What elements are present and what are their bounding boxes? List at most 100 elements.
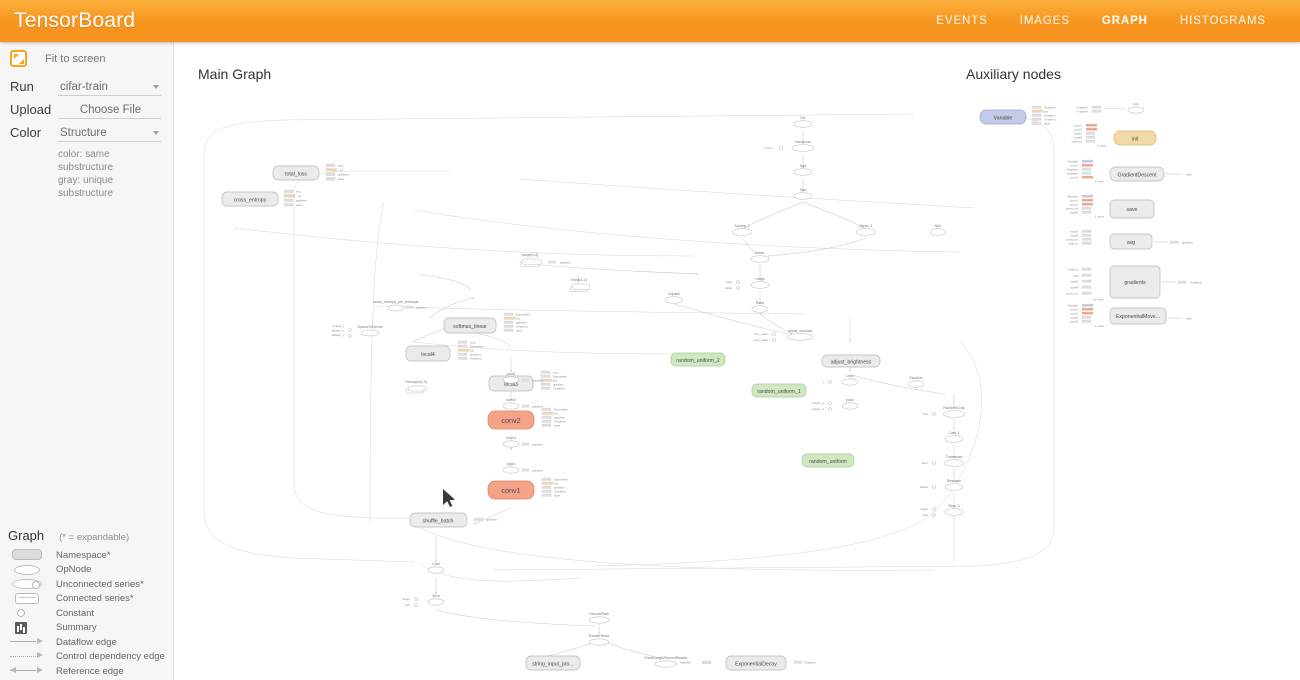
op-random[interactable]: Random <box>907 376 925 388</box>
node-string-input-producer[interactable]: string_input_pro... <box>525 655 581 671</box>
op-square[interactable]: Square <box>664 292 684 304</box>
svg-text:Maximum: Maximum <box>795 140 811 144</box>
svg-text:init: init <box>554 481 558 485</box>
svg-text:cross_entropy_per_example: cross_entropy_per_example <box>373 300 418 304</box>
op-transpose[interactable]: Transpose perm <box>921 455 965 467</box>
svg-text:random_uniform_1: random_uniform_1 <box>757 389 801 395</box>
op-reshape[interactable]: Reshape shape <box>920 479 964 491</box>
node-total-loss[interactable]: total_loss img cd gradient save <box>272 163 349 181</box>
fit-to-screen-row[interactable]: Fit to screen <box>0 42 173 73</box>
graph-auxiliary-nodes[interactable]: Variable Gradient... init Gradient... Gr… <box>979 102 1202 328</box>
svg-text:random_uniform: random_uniform <box>809 459 847 465</box>
aux-node-gradient-descent[interactable]: GradientDescent Variable conv1 Gradient … <box>1066 159 1192 183</box>
op-fixed-length-record-reader[interactable]: FixedLengthRecordReader <box>644 656 688 668</box>
op-pool2[interactable]: pool2 gradient <box>502 372 543 384</box>
op-norm1[interactable]: norm1 gradient <box>502 436 543 448</box>
run-select[interactable]: cifar-train <box>58 78 161 96</box>
op-equal[interactable]: Less y <box>823 374 859 386</box>
svg-text:Div: Div <box>800 116 805 120</box>
svg-text:cd: cd <box>298 194 302 198</box>
svg-text:cd: cd <box>340 168 344 172</box>
legend-label: Unconnected series* <box>56 578 144 590</box>
choose-file-button[interactable]: Choose File <box>58 101 161 119</box>
op-rank-series[interactable]: Rank[1-2] <box>569 278 591 292</box>
node-random-uniform-1[interactable]: random_uniform_1 <box>751 383 807 398</box>
aux-node-save[interactable]: save Variable conv1 conv2 cross_en local… <box>1066 194 1155 219</box>
graph-main-nodes[interactable]: total_loss img cd gradient save cross_en… <box>221 163 881 671</box>
op-decode-raw[interactable]: DecodeRaw <box>588 612 610 624</box>
op-sub[interactable]: Sub <box>793 188 813 200</box>
op-slice-1[interactable]: Slice_1 begin size <box>921 504 964 517</box>
node-conv1[interactable]: conv1 Equivalent init gradient Gradient … <box>487 477 568 500</box>
op-sparse-to-dense[interactable]: SparseToDense output_s sparse_v default_… <box>332 324 383 338</box>
aux-node-exponential-moving-average[interactable]: ExponentialMove... Variable conv1 conv2 … <box>1067 303 1192 328</box>
svg-text:GradientDescent: GradientDescent <box>1118 173 1157 179</box>
svg-text:train: train <box>1186 317 1192 321</box>
svg-text:gradient: gradient <box>1067 171 1078 175</box>
color-select[interactable]: Structure <box>58 124 161 142</box>
svg-text:conv2: conv2 <box>1070 175 1078 179</box>
svg-text:local4: local4 <box>1074 135 1082 139</box>
node-random-uniform-2[interactable]: random_uniform_2 <box>670 352 726 367</box>
op-div[interactable]: Div <box>793 116 813 128</box>
op-cross-entropy-per-example[interactable]: cross_entropy_per_example gradient <box>373 300 427 312</box>
op-cast-1[interactable]: Cast_1 <box>944 431 964 443</box>
aux-node-variable[interactable]: Variable Gradient... init Gradient... Gr… <box>979 105 1058 125</box>
tab-graph[interactable]: GRAPH <box>1101 15 1148 27</box>
op-mean-1[interactable]: Mean_1 <box>855 224 877 236</box>
svg-text:local3: local3 <box>1070 315 1078 319</box>
svg-text:init: init <box>516 316 520 320</box>
aux-cluster-train[interactable]: train Gradient Gradient <box>1076 102 1145 114</box>
op-range-series[interactable]: range[1-3] gradient <box>519 253 571 267</box>
fit-to-screen-icon[interactable] <box>10 50 27 67</box>
run-row: Run cifar-train <box>0 76 173 96</box>
op-norm2[interactable]: norm2 gradient <box>502 398 543 410</box>
op-sqrt[interactable]: Sqrt <box>793 164 813 176</box>
run-label: Run <box>10 79 34 94</box>
tab-histograms[interactable]: HISTOGRAMS <box>1179 15 1266 27</box>
node-exponential-decay[interactable]: ExponentialDecay Variable Gradient <box>680 655 816 671</box>
op-mean[interactable]: Mean <box>750 251 770 263</box>
node-local4[interactable]: local4 img Equivalent init gradient Grad… <box>405 340 484 362</box>
node-random-uniform[interactable]: random_uniform <box>801 453 855 468</box>
op-random-crop[interactable]: RandomCrop size <box>923 406 966 418</box>
node-shuffle-batch[interactable]: shuffle_batch gradient <box>409 512 497 528</box>
tab-images[interactable]: IMAGES <box>1019 15 1070 27</box>
svg-text:train: train <box>1133 102 1139 106</box>
svg-text:Mean: Mean <box>756 251 765 255</box>
tab-events[interactable]: EVENTS <box>936 15 988 27</box>
op-range[interactable]: range start delta <box>725 277 770 290</box>
nav-tabs: EVENTS IMAGES GRAPH HISTOGRAMS <box>920 0 1282 42</box>
graph-svg[interactable]: total_loss img cd gradient save cross_en… <box>174 42 1300 680</box>
op-pool1[interactable]: pool1 gradient <box>502 462 543 474</box>
graph-canvas[interactable]: Main Graph Auxiliary nodes <box>174 42 1300 680</box>
aux-node-avg[interactable]: avg local3 local4 cross_en total_lo grad… <box>1066 229 1193 250</box>
op-reshape-series[interactable]: Reshape[1-3] <box>405 380 427 394</box>
op-maximum[interactable]: Maximum Const <box>764 140 815 152</box>
choose-file-label: Choose File <box>79 103 142 116</box>
aux-node-init[interactable]: init conv1 conv2 local3 local4 softmax 1… <box>1071 123 1157 148</box>
svg-text:shuffle_batch: shuffle_batch <box>423 519 454 525</box>
node-adjust-brightness[interactable]: adjust_brightness <box>821 354 881 368</box>
node-softmax-linear[interactable]: softmax_linear Equivalent init gradient … <box>443 312 530 334</box>
op-adjust-contrast[interactable]: adjust_contrast min_value max_value <box>753 329 814 342</box>
op-square-1[interactable]: Square_1 <box>731 224 753 236</box>
legend-label: Constant <box>56 607 95 619</box>
op-pack[interactable]: pack values_1 values_2 <box>812 398 859 411</box>
svg-text:string_input_pro...: string_input_pro... <box>532 662 574 668</box>
op-rank[interactable]: Rank <box>751 301 769 313</box>
op-cast[interactable]: Cast <box>427 562 445 574</box>
op-reader-read[interactable]: ReaderRead <box>588 634 610 646</box>
node-cross-entropy[interactable]: cross_entropy img cd gradient save <box>221 189 307 207</box>
op-slice[interactable]: Slice begin size <box>403 594 445 607</box>
svg-text:save: save <box>296 203 303 207</box>
mouse-cursor <box>443 489 455 507</box>
node-conv2[interactable]: conv2 Equivalent init gradient Gradient … <box>487 407 568 430</box>
svg-text:Variable: Variable <box>680 661 691 665</box>
svg-text:Less: Less <box>846 374 854 378</box>
aux-node-gradients[interactable]: gradients total_lo avg local3 local4 cro… <box>1066 265 1202 302</box>
svg-text:Transpose: Transpose <box>946 455 963 459</box>
op-sub-2[interactable]: Sub <box>929 224 947 236</box>
legend-item-dataflow-edge: Dataflow edge <box>8 635 174 650</box>
graph-main-ops[interactable]: Div Maximum Const Sqrt Sub Square_1 <box>332 116 966 668</box>
